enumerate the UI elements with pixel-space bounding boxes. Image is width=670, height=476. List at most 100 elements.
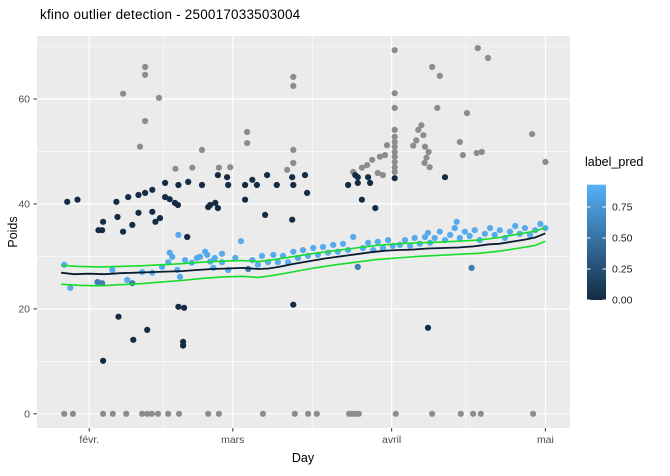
- data-point-label_pred_low: [162, 179, 169, 186]
- data-point-outliers: [484, 54, 492, 62]
- data-point-label_pred_low: [185, 178, 192, 185]
- data-point-label_pred_low: [115, 313, 122, 320]
- data-point-label_pred_low: [174, 201, 181, 209]
- data-point-label_pred_low: [180, 342, 187, 349]
- data-point-label_pred_low: [242, 181, 249, 189]
- data-point-outliers: [290, 146, 297, 153]
- data-point-label_pred_high: [447, 231, 454, 238]
- data-point-label_pred_high: [526, 231, 534, 238]
- x-tick-label: avril: [382, 434, 401, 446]
- data-point-label_pred_high: [196, 253, 204, 260]
- data-point-label_pred_low: [372, 205, 379, 212]
- data-point-label_pred_low: [273, 181, 280, 189]
- legend-label: 0.25: [612, 264, 633, 276]
- data-point-label_pred_low: [358, 196, 365, 203]
- data-point-outliers: [379, 172, 386, 179]
- data-point-label_pred_low: [120, 228, 127, 235]
- x-tick-label: mai: [537, 434, 554, 446]
- data-point-label_pred_low: [424, 324, 432, 331]
- data-point-label_pred_low: [289, 216, 296, 223]
- data-point-outliers: [477, 410, 484, 417]
- data-point-outliers: [215, 410, 222, 417]
- data-point-label_pred_high: [512, 222, 519, 230]
- data-point-label_pred_high: [175, 231, 182, 238]
- data-point-label_pred_high: [218, 250, 226, 257]
- data-point-label_pred_high: [374, 238, 381, 245]
- data-point-label_pred_low: [95, 227, 102, 234]
- y-tick-label: 40: [18, 198, 30, 210]
- data-point-label_pred_high: [471, 227, 478, 234]
- data-point-label_pred_mid: [99, 280, 106, 287]
- data-point-outliers: [530, 410, 537, 417]
- data-point-label_pred_low: [253, 181, 260, 189]
- data-point-outliers: [391, 104, 398, 111]
- data-point-outliers: [148, 410, 155, 417]
- data-point-label_pred_low: [130, 336, 137, 343]
- data-point-label_pred_high: [537, 220, 544, 227]
- data-point-label_pred_low: [129, 221, 136, 228]
- data-point-label_pred_high: [487, 225, 494, 232]
- data-point-outliers: [123, 410, 130, 417]
- data-point-label_pred_high: [431, 234, 438, 242]
- data-point-label_pred_high: [451, 225, 458, 232]
- data-point-outliers: [175, 410, 183, 417]
- data-point-label_pred_low: [391, 175, 398, 182]
- data-point-label_pred_low: [205, 204, 212, 211]
- data-point-label_pred_high: [411, 234, 418, 242]
- data-point-outliers: [529, 131, 536, 138]
- data-point-outliers: [369, 156, 376, 163]
- data-point-label_pred_high: [365, 239, 372, 246]
- data-point-outliers: [415, 126, 422, 133]
- data-point-label_pred_low: [365, 174, 372, 181]
- data-point-outliers: [391, 158, 398, 165]
- data-point-outliers: [142, 63, 149, 71]
- chart-title: kfino outlier detection - 25001703350300…: [40, 7, 301, 22]
- data-point-label_pred_low: [149, 186, 156, 193]
- data-point-outliers: [425, 148, 432, 156]
- data-point-label_pred_high: [204, 251, 211, 258]
- data-point-label_pred_low: [198, 181, 206, 189]
- data-point-label_pred_low: [354, 174, 361, 181]
- data-point-label_pred_low: [214, 205, 221, 212]
- data-point-outliers: [459, 152, 466, 159]
- data-point-outliers: [421, 143, 429, 150]
- data-point-outliers: [290, 159, 297, 167]
- data-point-label_pred_low: [354, 179, 361, 186]
- data-point-label_pred_low: [345, 181, 352, 189]
- data-point-label_pred_low: [152, 218, 159, 225]
- y-tick-label: 0: [24, 408, 30, 420]
- data-point-label_pred_low: [125, 194, 132, 201]
- data-point-label_pred_high: [109, 266, 116, 274]
- data-point-label_pred_low: [249, 176, 256, 183]
- data-point-outliers: [291, 410, 298, 417]
- data-point-outliers: [139, 410, 146, 417]
- data-point-label_pred_high: [521, 225, 529, 232]
- data-point-outliers: [142, 71, 149, 78]
- data-point-outliers: [376, 153, 383, 160]
- data-point-label_pred_high: [176, 273, 184, 280]
- line-upper_bound: [61, 226, 546, 268]
- data-point-label_pred_high: [350, 233, 357, 241]
- data-point-label_pred_low: [242, 196, 249, 203]
- data-point-outliers: [227, 164, 234, 171]
- data-point-outliers: [470, 410, 477, 417]
- data-point-outliers: [473, 149, 480, 157]
- data-point-label_pred_high: [424, 229, 432, 236]
- data-point-outliers: [364, 162, 371, 169]
- data-point-label_pred_high: [401, 237, 409, 244]
- data-point-label_pred_high: [270, 251, 277, 258]
- data-point-outliers: [61, 410, 68, 417]
- data-point-outliers: [457, 410, 464, 417]
- data-point-label_pred_low: [144, 326, 151, 333]
- data-point-outliers: [421, 159, 428, 167]
- data-point-label_pred_high: [496, 227, 503, 234]
- data-point-label_pred_high: [310, 244, 317, 252]
- data-point-outliers: [284, 166, 291, 173]
- data-point-label_pred_low: [175, 181, 182, 189]
- data-point-outliers: [434, 104, 441, 111]
- data-point-label_pred_high: [319, 243, 327, 251]
- data-point-label_pred_low: [100, 357, 107, 364]
- data-point-outliers: [391, 164, 398, 171]
- data-point-label_pred_mid: [468, 264, 475, 271]
- data-point-label_pred_low: [142, 189, 149, 196]
